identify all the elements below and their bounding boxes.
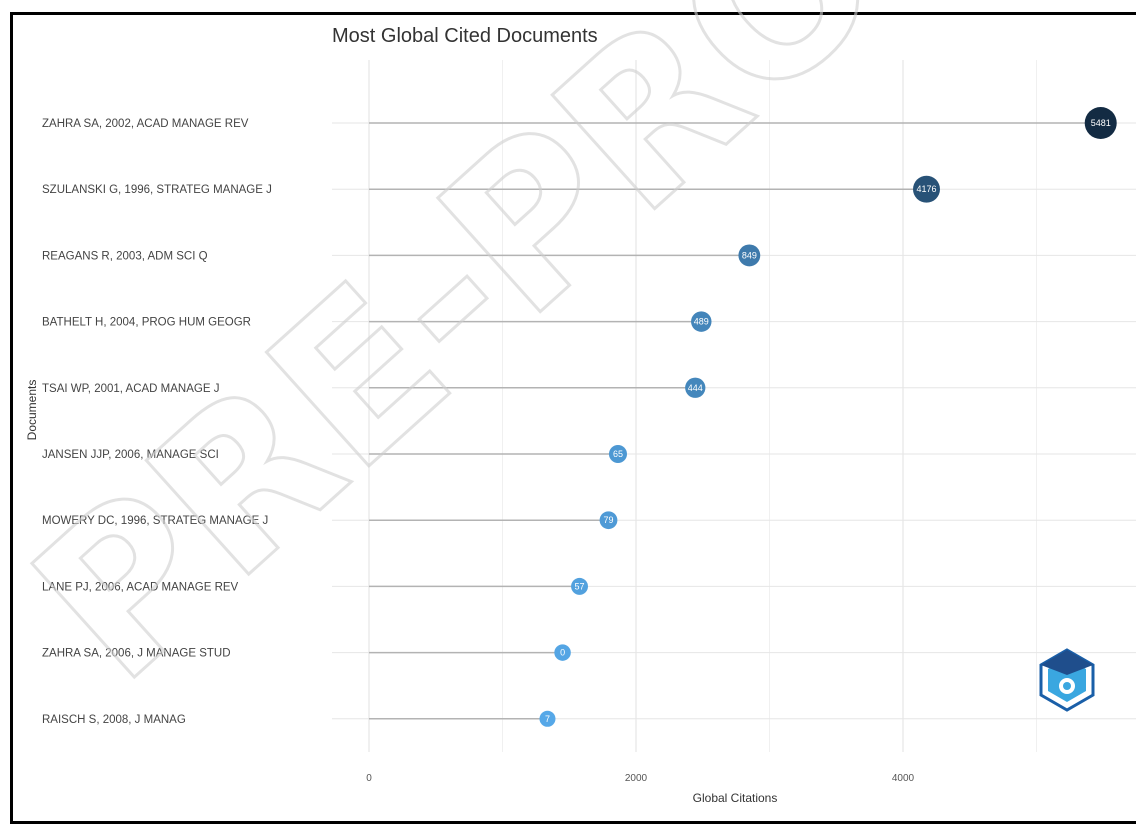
value-label: 7 [545, 714, 550, 724]
lollipop-stems [369, 122, 1101, 720]
document-label: LANE PJ, 2006, ACAD MANAGE REV [42, 581, 239, 593]
document-label: RAISCH S, 2008, J MANAG [42, 714, 186, 726]
value-label: 65 [613, 449, 623, 459]
document-label: ZAHRA SA, 2006, J MANAGE STUD [42, 648, 231, 660]
x-tick-label: 2000 [625, 773, 648, 784]
data-point [685, 377, 706, 398]
value-label: 5481 [1091, 118, 1111, 128]
document-label: BATHELT H, 2004, PROG HUM GEOGR [42, 317, 251, 329]
lollipop-points [539, 107, 1117, 727]
y-axis-title: Documents [25, 380, 39, 441]
data-point [554, 644, 571, 661]
lollipop-chart: 5481 4176 849 489 444 65 79 57 0 7 ZAHRA SA, 2002… [0, 0, 1136, 805]
value-label: 849 [742, 250, 757, 260]
document-label: SZULANSKI G, 1996, STRATEG MANAGE J [42, 184, 272, 196]
x-tick-labels: 0 2000 4000 [366, 773, 914, 784]
hexagon-logo-icon [1039, 648, 1095, 712]
data-point [539, 710, 556, 727]
data-point [608, 444, 627, 464]
x-tick-label: 4000 [892, 773, 915, 784]
pre-proof-watermark: PRE-PROOF [0, 0, 1136, 729]
document-label: TSAI WP, 2001, ACAD MANAGE J [42, 383, 219, 395]
document-label: JANSEN JJP, 2006, MANAGE SCI [42, 449, 219, 461]
document-label: ZAHRA SA, 2002, ACAD MANAGE REV [42, 118, 249, 130]
document-label: MOWERY DC, 1996, STRATEG MANAGE J [42, 515, 268, 527]
document-labels: ZAHRA SA, 2002, ACAD MANAGE REV SZULANSKI… [42, 118, 272, 726]
value-label: 0 [560, 648, 565, 658]
data-point [599, 511, 618, 530]
value-label: 4176 [916, 184, 936, 194]
data-point [571, 577, 588, 595]
value-label: 489 [694, 317, 709, 327]
x-axis-title: Global Citations [693, 791, 778, 805]
data-point [913, 175, 940, 203]
value-label: 444 [688, 383, 703, 393]
value-labels: 5481 4176 849 489 444 65 79 57 0 7 [545, 118, 1111, 724]
document-label: REAGANS R, 2003, ADM SCI Q [42, 250, 208, 262]
value-label: 57 [575, 581, 585, 591]
value-label: 79 [603, 515, 613, 525]
data-point [738, 244, 761, 267]
data-point [1084, 107, 1117, 139]
x-tick-label: 0 [366, 773, 372, 784]
chart-title: Most Global Cited Documents [332, 25, 598, 47]
data-point [691, 311, 712, 332]
